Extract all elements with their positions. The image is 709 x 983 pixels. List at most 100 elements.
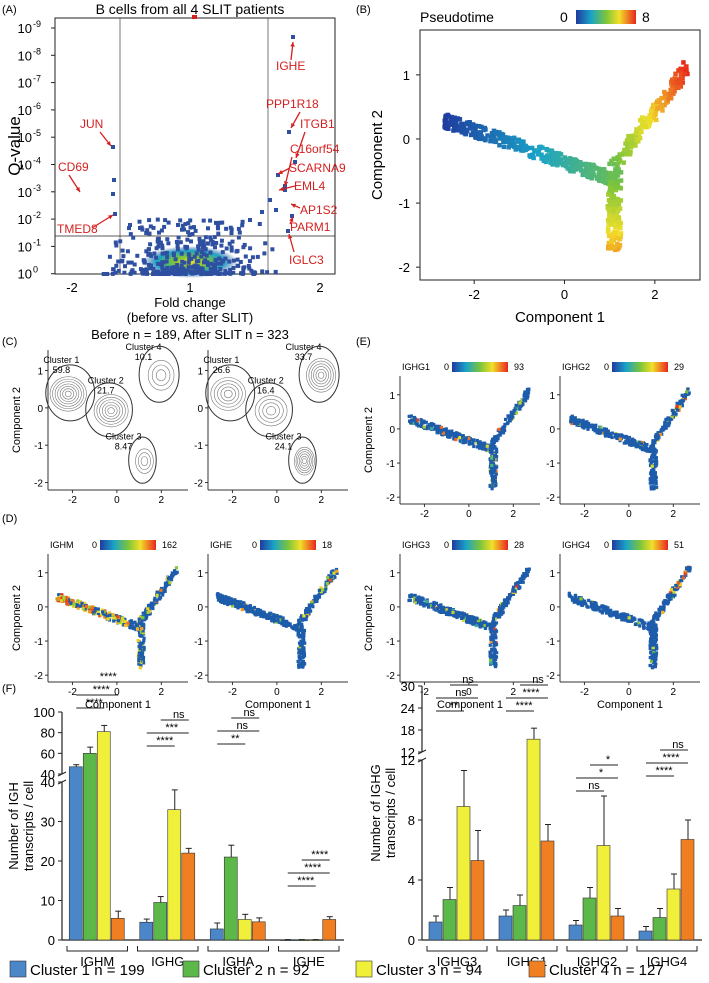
volcano-point: [173, 272, 177, 276]
pseudotime-point: [610, 233, 616, 239]
small-x-tick-label: -2: [228, 687, 237, 698]
expression-point: [611, 612, 615, 616]
expression-point: [161, 593, 165, 597]
pseudotime-point: [640, 115, 645, 120]
expression-point: [142, 661, 146, 665]
expression-point: [488, 449, 492, 453]
expression-point: [143, 618, 147, 622]
expression-point: [440, 607, 444, 612]
expression-point: [500, 612, 504, 616]
cluster-gate: [45, 364, 96, 422]
expression-point: [158, 596, 163, 600]
volcano-point: [123, 264, 127, 269]
volcano-point: [235, 257, 240, 262]
pseudotime-point: [449, 121, 455, 126]
pseudotime-point: [612, 206, 617, 211]
small-y-tick-label: -1: [194, 441, 203, 452]
expression-point: [482, 447, 487, 451]
bar: [251, 921, 266, 941]
expression-point: [415, 418, 420, 422]
expression-point: [139, 654, 143, 658]
expression-point: [518, 585, 522, 589]
expression-point: [497, 427, 501, 431]
expression-point: [305, 615, 309, 619]
pseudotime-point: [585, 173, 590, 178]
bar: [540, 840, 555, 941]
expression-point: [574, 597, 578, 602]
expression-point: [598, 428, 602, 432]
density-contour: [300, 455, 309, 467]
pseudotime-point: [683, 65, 688, 70]
expression-point: [669, 587, 673, 592]
density-contour: [297, 451, 312, 471]
volcano-point: [241, 271, 246, 276]
category-bracket: [66, 946, 128, 952]
pseudotime-point: [548, 156, 553, 161]
expression-point: [493, 479, 497, 483]
density-contour: [308, 360, 334, 390]
volcano-point: [113, 270, 118, 275]
volcano-point: [228, 267, 233, 272]
expression-point: [680, 575, 684, 579]
expression-point: [96, 609, 100, 613]
pseudotime-point: [601, 179, 606, 184]
expression-point: [514, 404, 519, 408]
volcano-point: [208, 218, 213, 223]
expression-point: [473, 621, 477, 625]
expression-point: [335, 571, 339, 575]
expression-point: [646, 625, 650, 629]
expression-point: [585, 422, 589, 427]
expression-point: [576, 422, 580, 426]
panel-label-c: (C): [2, 336, 17, 348]
volcano-point: [155, 239, 160, 244]
expression-point: [121, 618, 125, 622]
volcano-point: [147, 231, 152, 236]
bar-y-tick-label: 8: [408, 813, 415, 828]
pseudotime-point: [617, 206, 623, 211]
density-contour: [135, 448, 154, 474]
bar: [456, 806, 471, 941]
significance-label: ****: [515, 700, 533, 712]
scale-min: 0: [604, 362, 609, 372]
volcano-y-tick-base: 10: [18, 130, 32, 145]
expression-point: [451, 610, 455, 614]
expression-point: [675, 587, 680, 591]
pseudotime-point: [625, 142, 631, 148]
expression-point: [571, 419, 575, 423]
expression-point: [492, 644, 496, 648]
expression-point: [304, 610, 308, 614]
pseudotime-point: [612, 175, 617, 181]
expression-point: [654, 437, 658, 442]
volcano-point: [146, 247, 151, 252]
bar: [322, 919, 337, 941]
panel-label-e: (E): [356, 336, 371, 348]
bar: [181, 852, 196, 941]
pseudotime-y-tick-label: 0: [403, 132, 410, 147]
pseudotime-point: [462, 121, 467, 127]
expression-point: [427, 423, 432, 427]
expression-point: [142, 646, 146, 650]
expression-point: [103, 615, 107, 619]
cluster-name: Cluster 3: [106, 432, 142, 442]
gene-name: IGHG4: [562, 540, 590, 550]
volcano-point: [210, 242, 215, 247]
pseudotime-point: [582, 169, 588, 174]
expression-point: [594, 604, 598, 609]
expression-point: [489, 640, 493, 644]
pseudotime-point: [479, 134, 484, 139]
pseudotime-point: [550, 162, 555, 167]
expression-point: [446, 429, 451, 434]
pseudotime-point: [520, 139, 525, 144]
pseudotime-point: [616, 167, 621, 172]
expression-point: [410, 421, 414, 425]
expression-point: [319, 590, 323, 594]
expression-point: [66, 596, 70, 600]
expression-point: [603, 431, 607, 435]
expression-point: [653, 479, 658, 483]
pseudotime-point: [563, 163, 569, 169]
expression-point: [66, 602, 70, 606]
volcano-point: [190, 232, 195, 236]
expression-point: [488, 652, 492, 657]
expression-point: [432, 422, 436, 427]
density-contour: [258, 398, 284, 423]
